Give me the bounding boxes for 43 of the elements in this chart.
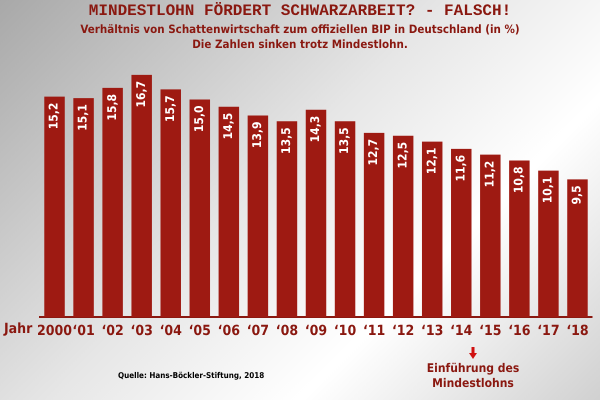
data-label: 9,5 bbox=[570, 185, 584, 204]
source-note: Quelle: Hans-Böckler-Stiftung, 2018 bbox=[118, 371, 264, 380]
data-label: 12,7 bbox=[366, 138, 380, 166]
data-label: 11,6 bbox=[453, 154, 468, 182]
x-tick-label: 2000 bbox=[36, 323, 72, 340]
data-label: 12,1 bbox=[424, 148, 438, 174]
data-label: 10,8 bbox=[511, 166, 526, 194]
data-label: 12,5 bbox=[395, 142, 410, 168]
x-tick-label: ‘17 bbox=[537, 323, 560, 340]
x-tick-label: ‘14 bbox=[450, 323, 473, 340]
data-label: 13,5 bbox=[337, 127, 352, 154]
x-tick-label: ‘18 bbox=[566, 323, 589, 340]
data-label: 15,2 bbox=[46, 102, 61, 130]
data-label: 15,8 bbox=[104, 94, 119, 121]
data-label: 11,2 bbox=[482, 160, 496, 188]
text: Einführung des Mindestlohns bbox=[426, 361, 520, 391]
data-label: 14,3 bbox=[308, 116, 322, 142]
x-tick-label: ‘08 bbox=[276, 323, 298, 340]
x-tick-label: ‘11 bbox=[362, 323, 386, 340]
x-tick-label: ‘12 bbox=[392, 323, 414, 340]
data-label: 16,7 bbox=[134, 80, 148, 108]
x-tick-label: ‘06 bbox=[218, 323, 240, 340]
data-label: 15,7 bbox=[162, 95, 177, 122]
x-tick-label: ‘07 bbox=[246, 323, 270, 340]
x-tick-label: ‘05 bbox=[188, 323, 211, 340]
data-label: 15,1 bbox=[76, 104, 90, 131]
x-tick-label: ‘02 bbox=[101, 323, 124, 340]
x-tick-label: ‘04 bbox=[160, 323, 182, 340]
x-tick-label: ‘03 bbox=[130, 323, 153, 340]
x-tick-label: ‘01 bbox=[72, 323, 95, 340]
chart-title: MINDESTLOHN FÖRDERT SCHWARZARBEIT? - FALSCH! bbox=[88, 2, 512, 20]
x-tick-label: ‘09 bbox=[304, 323, 328, 340]
data-label: 13,5 bbox=[279, 127, 294, 154]
x-tick-label: ‘16 bbox=[508, 323, 531, 340]
x-tick-label: ‘15 bbox=[479, 323, 502, 340]
chart-subtitle: Verhältnis von Schattenwirtschaft zum offiziellen BIP in Deutschland (in %) Die Zahlen sinken trotz Mindestlohn. bbox=[79, 22, 521, 51]
x-tick-label: ‘10 bbox=[334, 323, 356, 340]
data-label: 14,5 bbox=[220, 112, 235, 140]
data-label: 10,1 bbox=[540, 176, 555, 204]
data-label: 13,9 bbox=[250, 121, 264, 148]
data-label: 15,0 bbox=[192, 106, 206, 132]
x-tick-label: ‘13 bbox=[421, 323, 444, 340]
x-axis-title: Jahr bbox=[4, 321, 32, 337]
